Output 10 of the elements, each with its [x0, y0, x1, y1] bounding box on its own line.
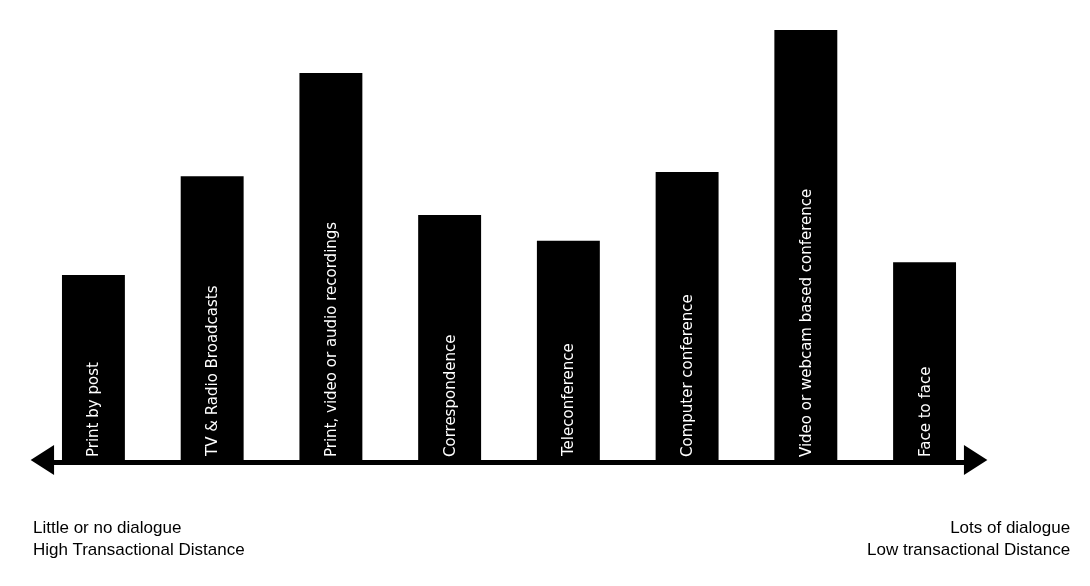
x-tick-label: Teleconference [559, 343, 578, 457]
text: Lots of dialogue Low transactional Distance [867, 518, 1071, 560]
text: Little or no dialogue High Transactional Distance [33, 518, 245, 560]
x-tick-label: Computer conference [678, 294, 697, 457]
x-tick-label: Print, video or audio recordings [321, 221, 340, 457]
x-tick-label: TV & Radio Broadcasts [203, 285, 222, 457]
x-tick-label: Print by post [84, 362, 103, 457]
x-tick-label: Video or webcam based conference [796, 188, 815, 457]
x-tick-label: Correspondence [440, 334, 459, 457]
x-tick-label: Face to face [915, 366, 934, 457]
